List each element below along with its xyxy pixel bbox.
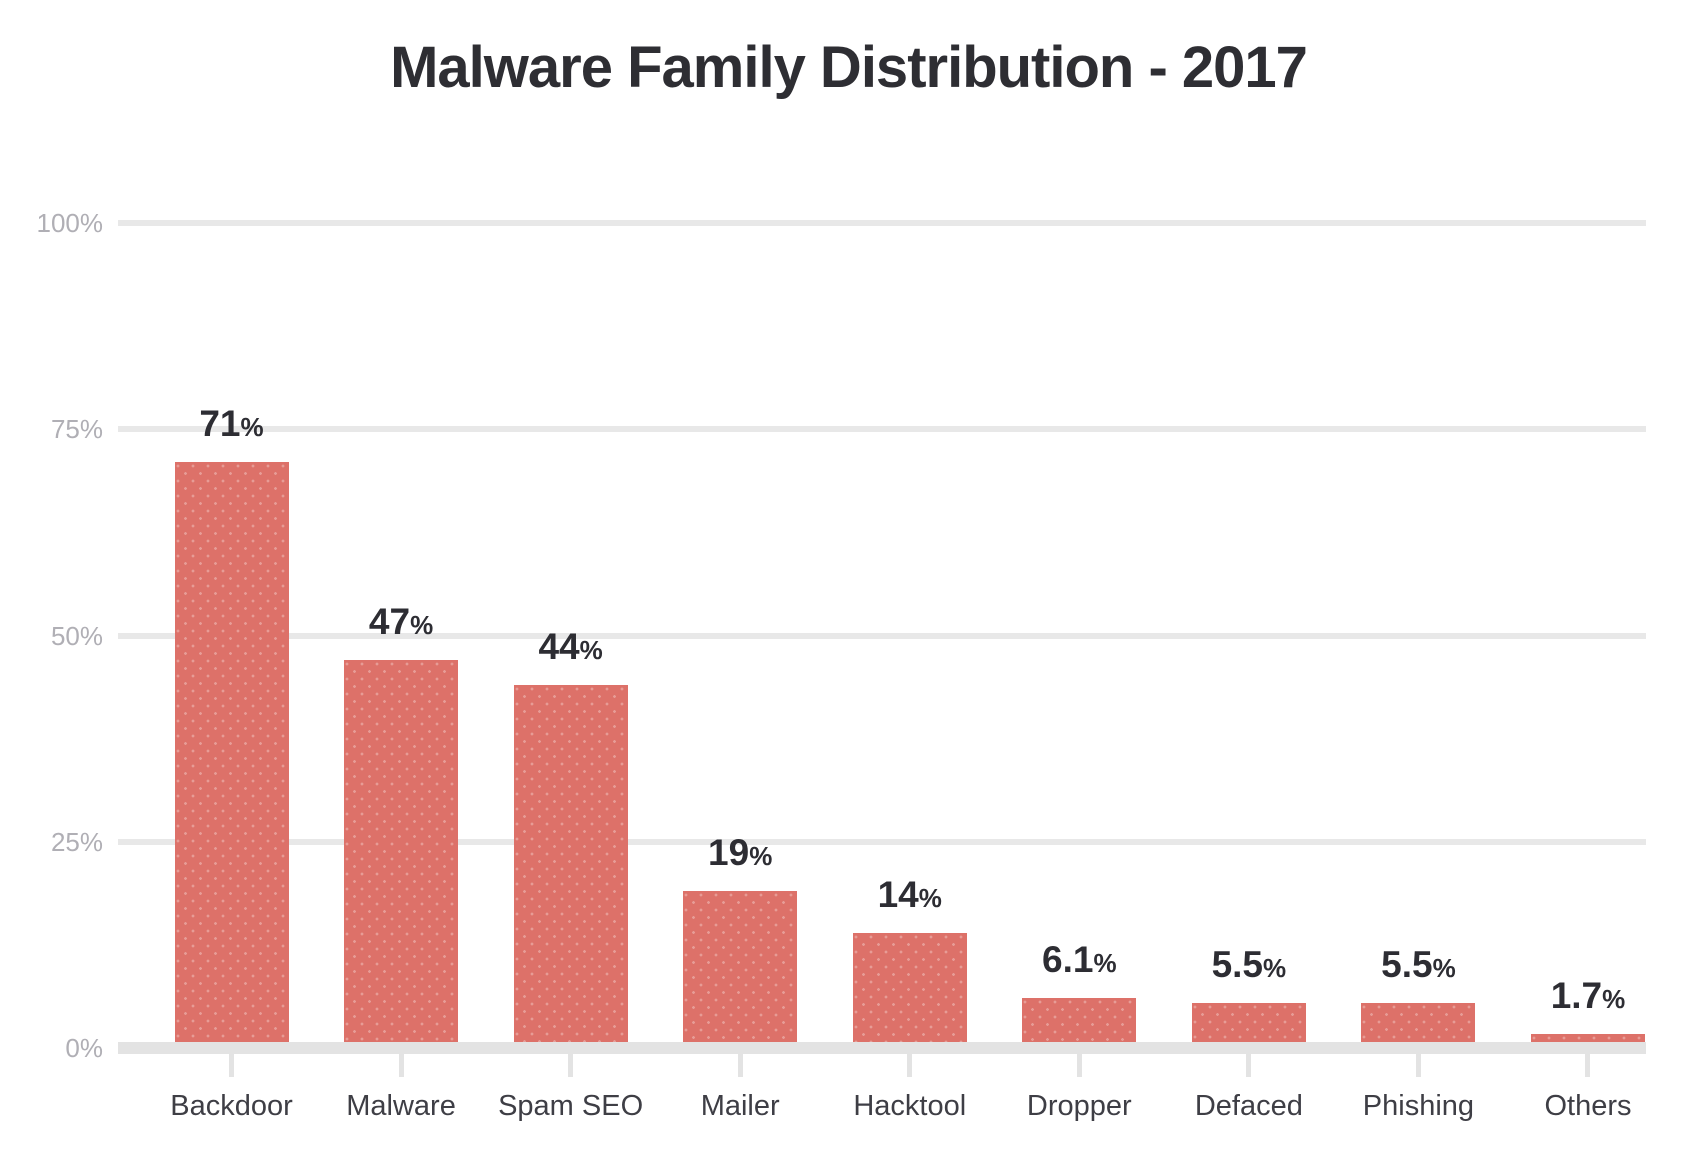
value-label-number: 19 bbox=[708, 832, 750, 874]
plot-area: 71% 47% 44% 19% 14% 6.1% 5.5% 5.5% 1.7% bbox=[118, 220, 1646, 1077]
gridline-50 bbox=[118, 632, 1646, 639]
y-tick-label: 0% bbox=[65, 1033, 103, 1063]
value-label: 1.7% bbox=[1438, 974, 1697, 1024]
value-label-number: 71 bbox=[199, 403, 241, 445]
bar-defaced bbox=[1191, 1002, 1306, 1048]
gridline-0 bbox=[118, 1042, 1646, 1054]
value-label-unit: % bbox=[749, 841, 773, 872]
chart-title: Malware Family Distribution - 2017 bbox=[390, 35, 1308, 100]
y-tick-label: 75% bbox=[50, 414, 103, 445]
category-label-spam-seo: Spam SEO bbox=[498, 1090, 644, 1122]
value-label: 71% bbox=[82, 404, 382, 452]
value-label-number: 5.5 bbox=[1381, 943, 1433, 985]
y-tick-label: 100% bbox=[36, 208, 104, 238]
category-label-backdoor: Backdoor bbox=[170, 1090, 293, 1122]
value-label-unit: % bbox=[410, 610, 434, 641]
value-label-unit: % bbox=[1432, 952, 1456, 983]
value-label-number: 14 bbox=[877, 873, 919, 915]
y-tick-label: 25% bbox=[50, 826, 103, 857]
value-label: 19% bbox=[590, 833, 890, 881]
category-label-mailer: Mailer bbox=[700, 1090, 780, 1122]
y-tick-label: 50% bbox=[50, 620, 103, 651]
value-label-unit: % bbox=[240, 412, 264, 443]
category-label-others: Others bbox=[1544, 1090, 1632, 1122]
bar-malware bbox=[344, 660, 459, 1048]
value-label-unit: % bbox=[1263, 952, 1287, 983]
value-label: 14% bbox=[760, 873, 1060, 923]
bar-hacktool bbox=[852, 932, 967, 1048]
category-label-dropper: Dropper bbox=[1026, 1090, 1132, 1122]
x-axis: Backdoor Malware Spam SEO Mailer Hacktool Dro… bbox=[0, 1089, 1697, 1129]
gridline-75 bbox=[118, 426, 1646, 433]
x-axis-tick bbox=[907, 1054, 913, 1077]
value-label: 5.5% bbox=[1099, 943, 1399, 993]
x-axis-tick bbox=[229, 1054, 234, 1077]
bar-spam-seo bbox=[513, 685, 628, 1048]
category-label-malware: Malware bbox=[346, 1090, 456, 1122]
category-label-hacktool: Hacktool bbox=[853, 1090, 967, 1122]
bar-backdoor bbox=[174, 462, 289, 1048]
x-axis-tick bbox=[398, 1054, 404, 1077]
x-axis-tick bbox=[568, 1054, 574, 1077]
bar-mailer bbox=[683, 891, 798, 1048]
value-label-number: 1.7 bbox=[1550, 974, 1603, 1016]
value-label: 6.1% bbox=[929, 938, 1229, 988]
x-axis-tick bbox=[1415, 1054, 1421, 1077]
category-label-phishing: Phishing bbox=[1362, 1090, 1475, 1122]
x-axis-tick bbox=[1246, 1054, 1252, 1077]
value-label: 5.5% bbox=[1268, 943, 1568, 993]
value-label-unit: % bbox=[1093, 947, 1117, 978]
bar-phishing bbox=[1361, 1002, 1476, 1048]
category-label-defaced: Defaced bbox=[1194, 1090, 1303, 1122]
value-label-number: 5.5 bbox=[1211, 943, 1264, 985]
x-axis-tick bbox=[1076, 1054, 1082, 1077]
x-axis-tick bbox=[1585, 1054, 1591, 1077]
value-label-number: 44 bbox=[538, 626, 580, 667]
value-label: 47% bbox=[251, 602, 551, 650]
value-label-unit: % bbox=[1602, 983, 1626, 1014]
value-label-unit: % bbox=[579, 635, 603, 665]
gridline-25 bbox=[118, 838, 1646, 845]
value-label-number: 6.1 bbox=[1042, 938, 1094, 980]
gridline-100 bbox=[118, 220, 1646, 226]
value-label: 44% bbox=[421, 627, 721, 675]
value-label-unit: % bbox=[918, 882, 942, 913]
value-label-number: 47 bbox=[368, 601, 411, 643]
bar-dropper bbox=[1022, 997, 1137, 1048]
y-axis: 0% 25% 50% 75% 100% bbox=[0, 209, 104, 1062]
x-axis-tick bbox=[737, 1054, 743, 1077]
